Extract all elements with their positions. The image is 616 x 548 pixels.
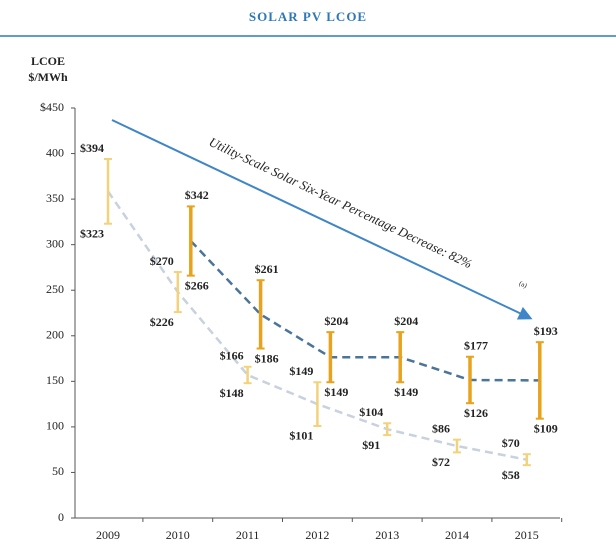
y-tick-label: 300 [46, 236, 64, 250]
data-label: $91 [362, 438, 380, 452]
data-label: $149 [324, 385, 348, 399]
y-tick-label: 100 [46, 419, 64, 433]
y-tick-label: 250 [46, 282, 64, 296]
data-label: $204 [324, 314, 348, 328]
data-label: $58 [502, 468, 520, 482]
data-label: $72 [432, 455, 450, 469]
data-label: $126 [464, 406, 488, 420]
data-label: $148 [220, 386, 244, 400]
y-tick-label: 200 [46, 328, 64, 342]
data-label: $186 [255, 351, 279, 365]
data-label: $226 [150, 315, 174, 329]
data-label: $166 [220, 349, 244, 363]
data-label: $204 [394, 314, 418, 328]
y-tick-label: 400 [46, 145, 64, 159]
x-tick-label: 2010 [166, 528, 190, 542]
data-label: $109 [534, 421, 558, 435]
trend-arrow [111, 119, 533, 320]
data-label: $104 [359, 405, 383, 419]
data-label: $342 [185, 188, 209, 202]
trend-line [189, 240, 540, 382]
x-tick-label: 2012 [305, 528, 329, 542]
data-label: $177 [464, 338, 488, 352]
data-label: $261 [255, 262, 279, 276]
data-label: $101 [289, 429, 313, 443]
data-label: $86 [432, 421, 450, 435]
x-tick-label: 2009 [96, 528, 120, 542]
data-label: $323 [80, 226, 104, 240]
y-tick-label: 350 [46, 191, 64, 205]
data-label: $193 [534, 324, 558, 338]
y-axis-label: $/MWh [28, 70, 68, 84]
data-label: $266 [185, 278, 209, 292]
x-tick-label: 2013 [375, 528, 399, 542]
data-label: $149 [289, 364, 313, 378]
x-tick-label: 2011 [236, 528, 260, 542]
y-tick-label: $450 [40, 100, 64, 114]
annotation: Utility-Scale Solar Six-Year Percentage … [207, 134, 475, 271]
data-label: $394 [80, 141, 104, 155]
chart-title: SOLAR PV LCOE [249, 9, 367, 24]
data-label: $70 [502, 436, 520, 450]
y-axis-label: LCOE [31, 54, 65, 68]
data-label: $149 [394, 385, 418, 399]
y-tick-label: 0 [58, 510, 64, 524]
x-tick-label: 2015 [515, 528, 539, 542]
y-tick-label: 150 [46, 373, 64, 387]
data-label: $270 [150, 254, 174, 268]
annotation-note: (a) [518, 279, 529, 290]
x-tick-label: 2014 [445, 528, 469, 542]
y-tick-label: 50 [52, 464, 64, 478]
